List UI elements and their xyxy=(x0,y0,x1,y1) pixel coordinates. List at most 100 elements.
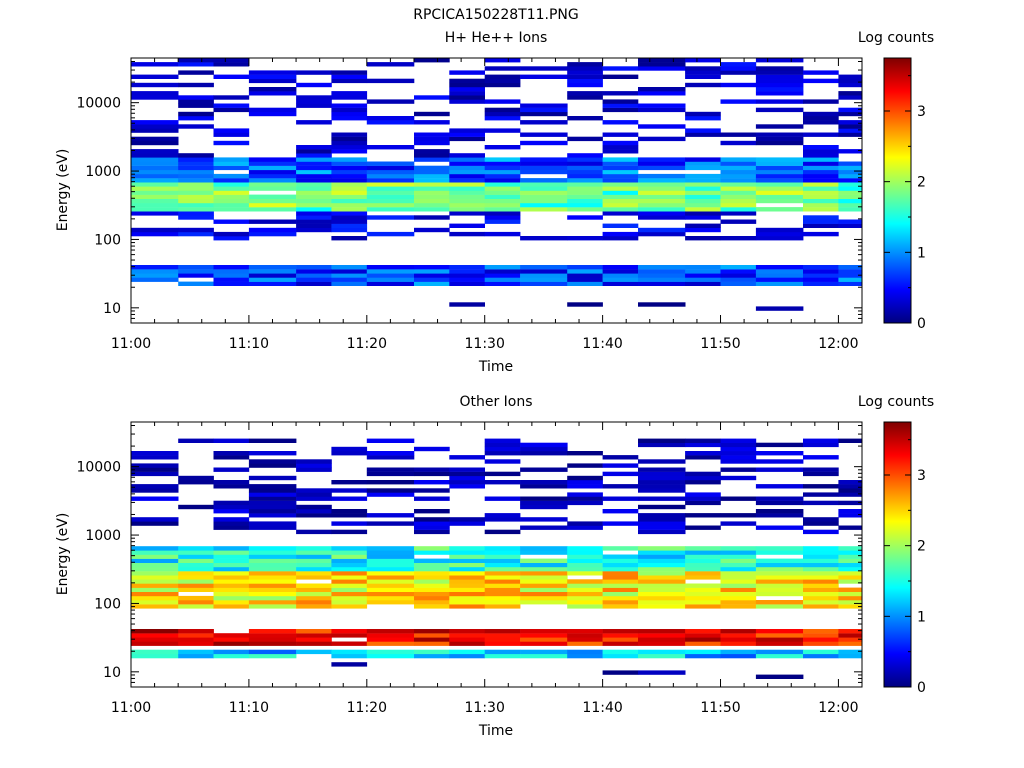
heatmap-cell xyxy=(331,95,368,100)
heatmap-cell xyxy=(685,128,721,133)
heatmap-cell xyxy=(838,194,863,199)
heatmap-cell xyxy=(248,265,297,270)
heatmap-cell xyxy=(131,637,179,642)
heatmap-cell xyxy=(296,99,332,104)
heatmap-cell xyxy=(366,190,415,195)
heatmap-cell xyxy=(638,637,686,642)
heatmap-cell xyxy=(685,132,721,137)
heatmap-cell xyxy=(213,637,250,642)
heatmap-cell xyxy=(720,281,757,286)
heatmap-cell xyxy=(720,633,757,638)
heatmap-cell xyxy=(638,529,686,535)
heatmap-cell xyxy=(178,554,214,559)
heatmap-cell xyxy=(567,173,603,179)
heatmap-cell xyxy=(685,513,721,518)
heatmap-cell xyxy=(131,451,179,456)
heatmap-cell xyxy=(567,91,603,96)
heatmap-cell xyxy=(484,480,521,485)
heatmap-cell xyxy=(755,182,804,187)
heatmap-cell xyxy=(449,231,485,237)
heatmap-cell xyxy=(331,595,368,601)
heatmap-cell xyxy=(131,571,179,576)
heatmap-cell xyxy=(131,471,179,477)
heatmap-cell xyxy=(685,178,721,183)
heatmap-cell xyxy=(803,145,839,150)
heatmap-cell xyxy=(248,496,297,501)
heatmap-cell xyxy=(449,178,485,183)
heatmap-cell xyxy=(366,587,415,592)
heatmap-cell xyxy=(638,600,686,605)
heatmap-cell xyxy=(755,509,804,514)
colorbar-label: Log counts xyxy=(858,30,934,46)
heatmap-cell xyxy=(602,269,639,274)
heatmap-cell xyxy=(755,637,804,642)
heatmap-cell xyxy=(838,550,863,555)
heatmap-cell xyxy=(567,190,603,195)
heatmap-cell xyxy=(484,145,521,150)
heatmap-cell xyxy=(838,629,863,634)
heatmap-cell xyxy=(838,78,863,84)
heatmap-cell xyxy=(520,484,568,489)
heatmap-cell xyxy=(638,136,686,142)
heatmap-cell xyxy=(520,265,568,270)
heatmap-cell xyxy=(131,190,179,195)
heatmap-cell xyxy=(803,653,839,659)
heatmap-cell xyxy=(720,169,757,175)
heatmap-cell xyxy=(296,633,332,638)
colorbar-tick-label: 2 xyxy=(917,539,926,555)
heatmap-cell xyxy=(567,62,603,67)
heatmap-cell xyxy=(567,604,603,609)
heatmap-cell xyxy=(720,451,757,456)
heatmap-cell xyxy=(248,492,297,497)
heatmap-cell xyxy=(755,649,804,655)
heatmap-cell xyxy=(602,194,639,199)
heatmap-cell xyxy=(567,451,603,456)
heatmap-cell xyxy=(720,475,757,481)
heatmap-cell xyxy=(178,641,214,646)
heatmap-cell xyxy=(366,231,415,237)
heatmap-cell xyxy=(131,600,179,605)
heatmap-cell xyxy=(567,600,603,605)
heatmap-cell xyxy=(567,74,603,79)
heatmap-cell xyxy=(178,157,214,162)
heatmap-cell xyxy=(685,475,721,481)
heatmap-cell xyxy=(449,169,485,175)
x-tick-label: 11:30 xyxy=(465,336,505,352)
heatmap-cell xyxy=(213,182,250,187)
heatmap-cell xyxy=(638,91,686,96)
heatmap-cell xyxy=(755,132,804,137)
heatmap-cell xyxy=(520,273,568,278)
heatmap-cell xyxy=(638,165,686,171)
heatmap-cell xyxy=(131,521,179,526)
heatmap-cell xyxy=(602,629,639,634)
figure-title: RPCICA150228T11.PNG xyxy=(413,7,578,23)
heatmap-cell xyxy=(602,653,639,659)
heatmap-cell xyxy=(520,446,568,452)
heatmap-cell xyxy=(803,575,839,580)
heatmap-cell xyxy=(484,558,521,563)
heatmap-cell xyxy=(131,128,179,133)
heatmap-cell xyxy=(296,591,332,597)
heatmap-cell xyxy=(296,649,332,655)
heatmap-cell xyxy=(567,186,603,191)
heatmap-cell xyxy=(520,480,568,485)
heatmap-cell xyxy=(520,186,568,191)
heatmap-cell xyxy=(449,546,485,551)
heatmap-cell xyxy=(366,637,415,642)
heatmap-cell xyxy=(602,173,639,179)
heatmap-cell xyxy=(296,165,332,171)
heatmap-cell xyxy=(248,219,297,224)
heatmap-cell xyxy=(213,269,250,274)
heatmap-cell xyxy=(803,111,839,117)
heatmap-cell xyxy=(685,546,721,551)
heatmap-cell xyxy=(602,600,639,605)
heatmap-cell xyxy=(520,467,568,472)
heatmap-cell xyxy=(838,653,863,659)
heatmap-cell xyxy=(178,438,214,443)
heatmap-cell xyxy=(685,600,721,605)
heatmap-cell xyxy=(296,157,332,162)
heatmap-cell xyxy=(366,269,415,274)
heatmap-cell xyxy=(131,653,179,659)
heatmap-cell xyxy=(803,438,839,443)
heatmap-cell xyxy=(414,496,450,501)
